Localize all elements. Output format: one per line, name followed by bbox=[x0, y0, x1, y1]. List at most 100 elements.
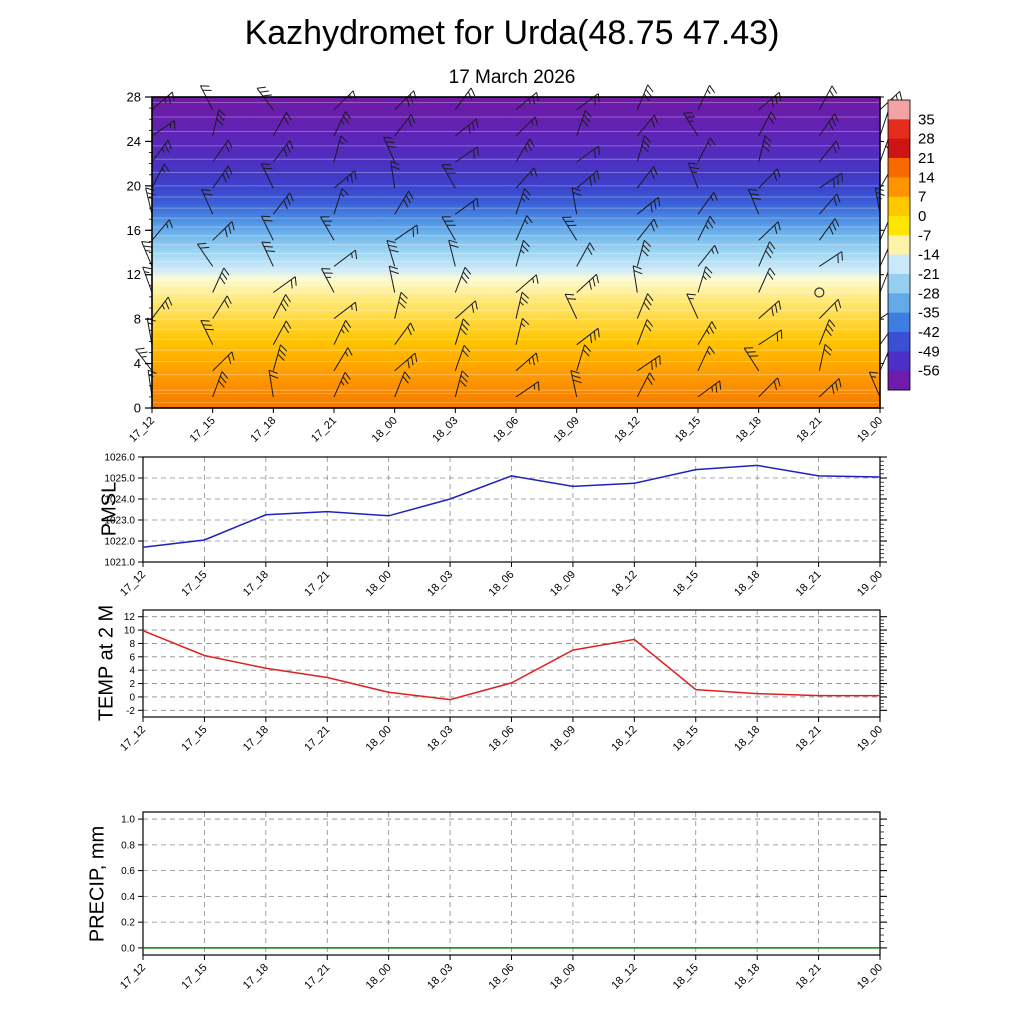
wind-barb bbox=[697, 266, 713, 293]
wind-barb bbox=[272, 192, 294, 215]
wind-barb bbox=[151, 163, 170, 189]
colorbar-band bbox=[888, 293, 910, 314]
wind-barb bbox=[212, 165, 233, 189]
wind-barb bbox=[333, 111, 351, 137]
wind-barb bbox=[576, 170, 600, 189]
wind-barb bbox=[758, 267, 776, 293]
height-tick-label: 24 bbox=[127, 134, 141, 149]
wind-barb bbox=[454, 370, 469, 398]
colorbar-band bbox=[888, 274, 910, 294]
wind-barb bbox=[515, 274, 539, 293]
calm-wind-marker bbox=[814, 287, 825, 298]
time-tick-label: 17_21 bbox=[302, 569, 332, 599]
wind-barb bbox=[260, 163, 274, 189]
wind-barb bbox=[394, 371, 411, 398]
wind-barb bbox=[758, 329, 783, 346]
pmsl-panel: 1021.0 1022.0 1023.0 1024.0 1025.0 1026.0 17_1… bbox=[104, 453, 887, 599]
time-tick-label: 17_12 bbox=[118, 569, 148, 599]
pmsl-ytick-label: 1025.0 bbox=[104, 474, 135, 485]
wind-barb bbox=[394, 190, 414, 215]
wind-barb bbox=[151, 120, 176, 137]
colorbar-tick-label: -28 bbox=[918, 285, 940, 302]
wind-barb bbox=[455, 197, 479, 215]
time-tick-label: 18_06 bbox=[487, 962, 517, 992]
temp2m-panel: -2 0 2 4 6 8 10 12 17_12 17_15 17_18 17_21 18_00 18_0… bbox=[118, 609, 887, 754]
colorbar-tick-label: 21 bbox=[918, 150, 935, 167]
temp2m-ytick-label: 12 bbox=[124, 612, 136, 623]
wind-barb bbox=[145, 187, 156, 215]
wind-barb bbox=[448, 239, 459, 267]
time-tick-label: 18_09 bbox=[548, 962, 578, 992]
wind-barb bbox=[571, 187, 582, 215]
wind-barb bbox=[394, 291, 408, 319]
time-tick-label: 18_15 bbox=[671, 962, 701, 992]
wind-barb bbox=[697, 321, 717, 345]
wind-barb bbox=[758, 221, 781, 241]
wind-barb bbox=[515, 240, 530, 267]
precip-ytick-label: 0.0 bbox=[121, 943, 135, 954]
wind-barb bbox=[515, 215, 533, 241]
height-tick-label: 4 bbox=[134, 356, 141, 371]
wind-barb bbox=[141, 241, 153, 267]
temperature-field bbox=[152, 97, 880, 408]
colorbar-tick-label: -56 bbox=[918, 363, 940, 380]
wind-barb bbox=[333, 170, 357, 189]
time-tick-label: 17_18 bbox=[241, 962, 271, 992]
time-tick-label: 18_21 bbox=[794, 724, 824, 754]
colorbar-tick-label: 0 bbox=[918, 208, 926, 225]
time-tick-label: 17_21 bbox=[302, 962, 332, 992]
time-tick-label: 19_00 bbox=[855, 724, 885, 754]
precip-ytick-label: 0.6 bbox=[121, 866, 135, 877]
wind-barb bbox=[818, 113, 839, 137]
time-tick-label: 18_09 bbox=[548, 724, 578, 754]
wind-barb bbox=[196, 242, 214, 267]
wind-barb bbox=[758, 241, 776, 267]
time-tick-label: 17_15 bbox=[188, 415, 218, 445]
wind-barb bbox=[515, 138, 535, 163]
wind-barb bbox=[697, 192, 718, 215]
time-tick-label: 19_00 bbox=[855, 415, 885, 445]
colorbar-tick-label: -21 bbox=[918, 266, 940, 283]
time-tick-label: 18_18 bbox=[732, 962, 762, 992]
wind-barbs bbox=[135, 84, 904, 398]
time-tick-label: 18_15 bbox=[671, 724, 701, 754]
temp2m-series-line bbox=[142, 630, 880, 701]
time-tick-label: 18_03 bbox=[430, 415, 460, 445]
time-tick-label: 18_03 bbox=[425, 569, 455, 599]
wind-barb bbox=[268, 369, 279, 397]
wind-barb bbox=[697, 346, 715, 372]
wind-barb bbox=[390, 160, 400, 189]
time-tick-label: 17_21 bbox=[309, 415, 339, 445]
wind-barb bbox=[261, 241, 275, 267]
wind-barb bbox=[818, 378, 842, 398]
wind-barb bbox=[686, 293, 699, 319]
wind-barb bbox=[212, 267, 230, 293]
wind-barb bbox=[333, 320, 352, 345]
pmsl-series-line bbox=[142, 464, 881, 549]
wind-barb bbox=[697, 137, 716, 163]
wind-barb bbox=[200, 320, 215, 345]
wind-barb bbox=[818, 218, 840, 241]
wind-barb bbox=[272, 320, 292, 345]
wind-barb bbox=[515, 291, 530, 319]
colorbar-tick-label: -7 bbox=[918, 227, 931, 244]
wind-barb bbox=[394, 224, 419, 241]
wind-barb bbox=[818, 193, 841, 215]
wind-barb bbox=[637, 355, 661, 372]
wind-barb bbox=[272, 140, 294, 163]
date-subtitle: 17 March 2026 bbox=[448, 67, 576, 88]
colorbar-band bbox=[888, 254, 910, 275]
colorbar-band bbox=[888, 138, 910, 159]
time-tick-label: 17_12 bbox=[118, 724, 148, 754]
colorbar-tick-label: 7 bbox=[918, 189, 926, 206]
time-tick-label: 17_21 bbox=[302, 724, 332, 754]
wind-barb bbox=[758, 111, 777, 137]
wind-barb bbox=[636, 196, 661, 215]
wind-barb bbox=[697, 380, 722, 398]
wind-barb bbox=[743, 347, 760, 372]
colorbar-band bbox=[888, 351, 910, 372]
wind-barb bbox=[212, 221, 235, 241]
colorbar-band bbox=[888, 216, 910, 236]
time-tick-label: 18_09 bbox=[552, 415, 582, 445]
colorbar-band bbox=[888, 196, 910, 217]
